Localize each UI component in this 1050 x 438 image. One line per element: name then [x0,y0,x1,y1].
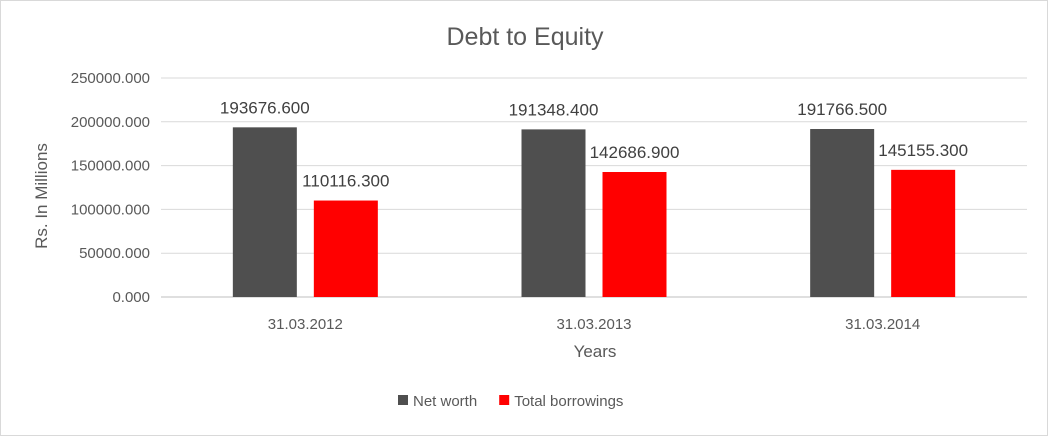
y-tick-label: 150000.000 [71,158,150,175]
legend-swatch [499,395,510,405]
y-tick-label: 200000.000 [71,114,150,131]
bar-net-worth [232,127,297,298]
x-tick-label: 31.03.2014 [845,316,920,333]
legend-label: Net worth [413,393,477,410]
y-axis-ticks: 0.000 50000.000 100000.000 150000.000 200000… [71,70,150,306]
y-tick-label: 250000.000 [71,70,150,87]
y-tick-label: 100000.000 [71,201,150,218]
bar-total-borrowings [602,172,667,297]
y-tick-label: 50000.000 [79,245,150,262]
x-tick-label: 31.03.2013 [556,316,631,333]
legend-item: Net worth [398,393,477,410]
bar-total-borrowings [891,169,956,297]
bar-net-worth [810,129,875,297]
data-label: 145155.300 [878,141,968,160]
y-axis-title: Rs. In Millions [32,143,51,249]
data-label: 193676.600 [220,98,310,117]
data-label: 110116.300 [302,172,389,191]
data-label: 191766.500 [797,100,887,119]
legend-swatch [398,395,408,405]
chart-title: Debt to Equity [446,23,604,51]
x-tick-label: 31.03.2012 [268,316,343,333]
bars [232,127,956,298]
x-axis-title: Years [574,342,617,361]
x-axis-ticks: 31.03.2012 31.03.2013 31.03.2014 [268,316,920,333]
data-label: 191348.400 [509,100,599,119]
bar-total-borrowings [313,200,378,297]
gridlines [161,77,1027,298]
y-tick-label: 0.000 [112,289,150,306]
legend-item: Total borrowings [499,393,623,410]
bar-net-worth [521,129,586,297]
legend: Net worth Total borrowings [398,393,623,410]
data-labels: 193676.600 110116.300 191348.400 142686.900… [220,98,968,190]
legend-label: Total borrowings [514,393,623,410]
data-label: 142686.900 [590,143,680,162]
